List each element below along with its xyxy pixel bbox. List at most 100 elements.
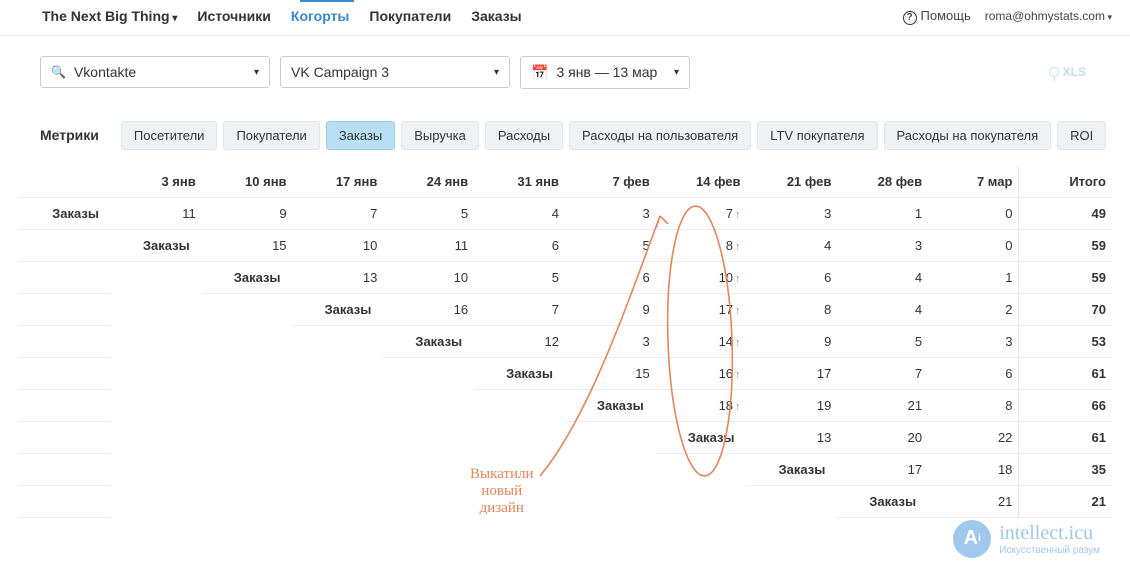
nav-sources[interactable]: Источники xyxy=(197,8,271,24)
campaign-select[interactable]: VK Campaign 3 ▾ xyxy=(280,56,510,88)
cohort-cell: 3 xyxy=(837,229,928,261)
export-xls[interactable]: XLS xyxy=(1049,65,1090,79)
row-total: 53 xyxy=(1019,325,1112,357)
cohort-cell xyxy=(111,357,202,389)
top-right: ?Помощь roma@ohmystats.com xyxy=(903,8,1112,25)
cohort-cell: Заказы xyxy=(747,453,838,485)
campaign-value: VK Campaign 3 xyxy=(291,64,389,80)
source-select[interactable]: 🔍 Vkontakte ▾ xyxy=(40,56,270,88)
cohort-cell: 18↑ xyxy=(656,389,747,421)
row-total: 49 xyxy=(1019,197,1112,229)
cohort-cell: 0 xyxy=(928,197,1019,229)
col-header: 17 янв xyxy=(293,166,384,198)
cohort-cell: 5 xyxy=(383,197,474,229)
cohort-cell: 3 xyxy=(565,325,656,357)
row-total: 61 xyxy=(1019,421,1112,453)
metric-pill[interactable]: Расходы на покупателя xyxy=(884,121,1052,150)
cohort-cell xyxy=(747,485,838,517)
metric-pill[interactable]: Расходы на пользователя xyxy=(569,121,751,150)
help-link[interactable]: ?Помощь xyxy=(903,8,971,25)
cohort-cell: 9 xyxy=(202,197,293,229)
cohort-cell: 17 xyxy=(747,357,838,389)
cohort-cell xyxy=(111,325,202,357)
cohort-cell: Заказы xyxy=(111,229,202,261)
cohort-cell: Заказы xyxy=(202,261,293,293)
cohort-cell xyxy=(202,357,293,389)
row-label xyxy=(18,293,111,325)
cohort-cell: 3 xyxy=(928,325,1019,357)
cohort-cell: 13 xyxy=(747,421,838,453)
up-arrow-icon: ↑ xyxy=(735,241,741,253)
cohort-cell xyxy=(202,421,293,453)
cohort-cell xyxy=(111,261,202,293)
metric-pill[interactable]: Выручка xyxy=(401,121,479,150)
metric-pill[interactable]: ROI xyxy=(1057,121,1106,150)
cohort-cell xyxy=(383,389,474,421)
cohort-cell: 12 xyxy=(474,325,565,357)
up-arrow-icon: ↑ xyxy=(735,273,741,285)
cohort-cell xyxy=(202,485,293,517)
watermark: Ai intellect.icu Искусственный разум xyxy=(953,520,1100,558)
col-header: 21 фев xyxy=(747,166,838,198)
up-arrow-icon: ↑ xyxy=(735,401,741,413)
cohort-cell xyxy=(293,325,384,357)
cohort-cell: 16↑ xyxy=(656,357,747,389)
calendar-icon: 📅 xyxy=(531,64,548,81)
cohort-cell: Заказы xyxy=(293,293,384,325)
up-arrow-icon: ↑ xyxy=(735,337,741,349)
cohort-cell: 8 xyxy=(747,293,838,325)
cohort-cell: 11 xyxy=(383,229,474,261)
user-menu[interactable]: roma@ohmystats.com xyxy=(985,9,1112,23)
cohort-cell: 8↑ xyxy=(656,229,747,261)
cohort-cell xyxy=(383,357,474,389)
row-label xyxy=(18,229,111,261)
cohort-cell xyxy=(293,453,384,485)
cohort-cell: 0 xyxy=(928,229,1019,261)
cohort-cell xyxy=(293,421,384,453)
up-arrow-icon: ↑ xyxy=(735,209,741,221)
cohort-cell: 5 xyxy=(565,229,656,261)
watermark-title: intellect.icu xyxy=(999,522,1100,545)
filters-row: 🔍 Vkontakte ▾ VK Campaign 3 ▾ 📅 3 янв — … xyxy=(0,36,1130,93)
cohort-cell: Заказы xyxy=(656,421,747,453)
cohort-cell: 14↑ xyxy=(656,325,747,357)
metric-pill[interactable]: LTV покупателя xyxy=(757,121,877,150)
cohort-cell: 3 xyxy=(747,197,838,229)
row-label xyxy=(18,261,111,293)
cohort-cell: 4 xyxy=(837,293,928,325)
help-label: Помощь xyxy=(921,8,971,23)
cohort-cell xyxy=(565,453,656,485)
cohort-cell: 5 xyxy=(474,261,565,293)
cohort-cell: 21 xyxy=(928,485,1019,517)
cohort-cell: Заказы xyxy=(474,357,565,389)
cohort-cell: 4 xyxy=(747,229,838,261)
nav-cohorts[interactable]: Когорты xyxy=(291,8,349,24)
cohort-cell: 7 xyxy=(293,197,384,229)
cohort-cell xyxy=(111,421,202,453)
date-range-select[interactable]: 📅 3 янв — 13 мар ▾ xyxy=(520,56,690,89)
chevron-down-icon: ▾ xyxy=(254,67,259,78)
col-header: 24 янв xyxy=(383,166,474,198)
main-nav: The Next Big Thing Источники Когорты Пок… xyxy=(42,8,522,24)
search-icon: 🔍 xyxy=(51,65,66,79)
row-total: 59 xyxy=(1019,229,1112,261)
cohort-cell: 1 xyxy=(928,261,1019,293)
cohort-cell xyxy=(293,357,384,389)
cohort-cell: 18 xyxy=(928,453,1019,485)
metric-pill[interactable]: Заказы xyxy=(326,121,395,150)
metric-pill[interactable]: Расходы xyxy=(485,121,563,150)
row-total: 66 xyxy=(1019,389,1112,421)
cohort-cell xyxy=(293,389,384,421)
brand-dropdown[interactable]: The Next Big Thing xyxy=(42,8,177,24)
cohort-cell: 6 xyxy=(747,261,838,293)
cohort-grid-wrap: 3 янв10 янв17 янв24 янв31 янв7 фев14 фев… xyxy=(0,156,1130,578)
cohort-cell: 11 xyxy=(111,197,202,229)
cohort-cell: 1 xyxy=(837,197,928,229)
nav-orders[interactable]: Заказы xyxy=(471,8,521,24)
cohort-cell: 17↑ xyxy=(656,293,747,325)
cohort-cell: 8 xyxy=(928,389,1019,421)
cohort-cell xyxy=(202,325,293,357)
metric-pill[interactable]: Покупатели xyxy=(223,121,319,150)
nav-buyers[interactable]: Покупатели xyxy=(369,8,451,24)
metric-pill[interactable]: Посетители xyxy=(121,121,218,150)
